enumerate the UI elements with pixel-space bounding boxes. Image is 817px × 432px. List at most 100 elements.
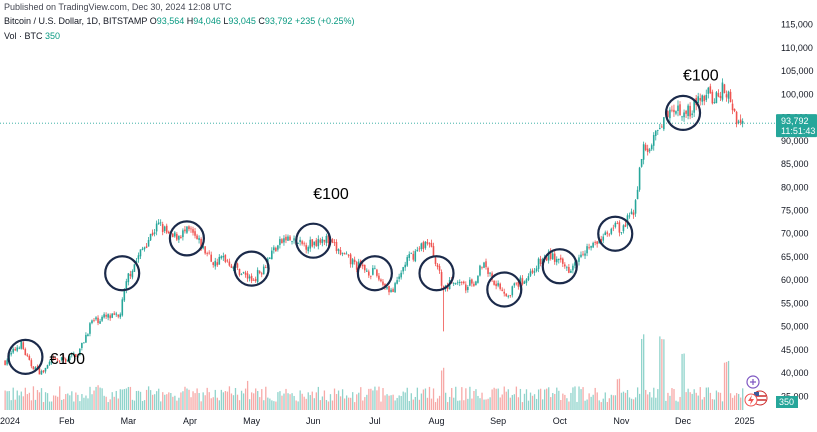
volume-bar — [42, 402, 45, 410]
candle-body — [600, 239, 603, 243]
lightning-icon[interactable] — [744, 393, 758, 407]
volume-bar — [139, 391, 142, 410]
volume-bar — [301, 393, 303, 410]
candle-body — [279, 239, 281, 245]
volume-legend[interactable]: Vol · BTC 350 — [4, 31, 60, 41]
volume-bar — [628, 397, 631, 410]
candle-body — [64, 358, 67, 362]
candle-body — [89, 323, 91, 334]
candle-body — [93, 319, 95, 321]
candle-body — [564, 264, 566, 267]
candle-body — [351, 259, 354, 265]
volume-bar — [649, 392, 651, 410]
volume-bar — [289, 394, 291, 410]
volume-bar — [40, 388, 43, 410]
volume-bar — [6, 391, 8, 410]
candle-body — [394, 283, 396, 293]
candle-body — [483, 262, 485, 268]
volume-bar — [232, 395, 235, 410]
candle-body — [6, 360, 8, 365]
candle-body — [95, 317, 97, 320]
price-annotation: €100 — [683, 67, 719, 84]
candle-body — [30, 360, 33, 367]
candle-body — [412, 253, 415, 260]
open-value: 93,564 — [156, 16, 185, 26]
candle-body — [315, 240, 318, 246]
volume-bar — [269, 398, 271, 410]
candle-body — [109, 315, 111, 319]
volume-bar — [632, 399, 635, 410]
volume-bar — [699, 387, 701, 410]
volume-bar — [677, 401, 679, 410]
volume-bar — [667, 392, 669, 410]
candle-body — [620, 232, 623, 233]
candle-body — [75, 354, 77, 358]
candle-body — [559, 257, 562, 260]
volume-bar — [707, 387, 710, 410]
volume-bar — [651, 397, 653, 410]
plus-circle-icon[interactable] — [746, 375, 760, 389]
candle-body — [238, 268, 241, 275]
candle-body — [254, 278, 257, 281]
volume-bar — [608, 398, 610, 410]
volume-bar — [566, 398, 568, 410]
change-value: +235 (+0.25%) — [294, 16, 355, 26]
candle-body — [337, 248, 340, 251]
volume-bar — [552, 393, 554, 410]
candle-body — [262, 266, 265, 275]
candle-body — [683, 112, 685, 118]
candle-body — [513, 283, 516, 286]
volume-bar — [550, 397, 552, 410]
candle-body — [91, 320, 93, 324]
candle-body — [511, 286, 514, 296]
volume-bar — [89, 386, 91, 410]
volume-bar — [115, 390, 117, 410]
x-tick-label: 2025 — [735, 416, 755, 426]
volume-bar — [626, 390, 629, 410]
ohlc-legend[interactable]: Bitcoin / U.S. Dollar, 1D, BITSTAMP O93,… — [4, 16, 355, 26]
volume-bar — [358, 392, 360, 410]
candle-body — [139, 249, 142, 257]
price-annotation: €100 — [49, 351, 85, 368]
candle-body — [642, 144, 645, 160]
candle-body — [105, 314, 107, 317]
candle-body — [135, 260, 138, 264]
candle-body — [392, 289, 394, 293]
open-label: O — [149, 16, 157, 26]
volume-bar — [618, 378, 621, 410]
volume-bar — [521, 402, 524, 410]
candle-body — [661, 126, 663, 128]
candle-body — [717, 93, 720, 97]
candle-body — [471, 279, 473, 284]
volume-bar — [735, 393, 738, 410]
volume-bar — [430, 398, 433, 410]
candle-body — [36, 366, 39, 368]
volume-bar — [103, 395, 105, 410]
volume-bar — [198, 393, 200, 410]
highlight-circle — [233, 250, 270, 287]
volume-bar — [438, 395, 441, 410]
volume-bar — [168, 392, 170, 410]
x-tick-label: Sep — [490, 416, 506, 426]
volume-bar — [515, 386, 518, 410]
volume-bar — [253, 393, 255, 410]
candle-body — [299, 239, 301, 243]
candle-body — [614, 222, 617, 227]
candle-body — [222, 256, 225, 258]
candle-body — [588, 247, 590, 249]
volume-bar — [620, 392, 623, 410]
volume-bar — [400, 396, 402, 410]
volume-bar — [661, 339, 663, 410]
candle-body — [681, 116, 683, 118]
candle-body — [125, 281, 128, 291]
volume-bar — [24, 387, 26, 410]
candle-body — [281, 239, 283, 244]
candle-body — [289, 236, 291, 241]
candle-body — [190, 228, 192, 230]
volume-bar — [295, 400, 297, 410]
volume-bar — [345, 395, 348, 410]
volume-bar — [366, 394, 368, 410]
candle-body — [606, 232, 609, 234]
